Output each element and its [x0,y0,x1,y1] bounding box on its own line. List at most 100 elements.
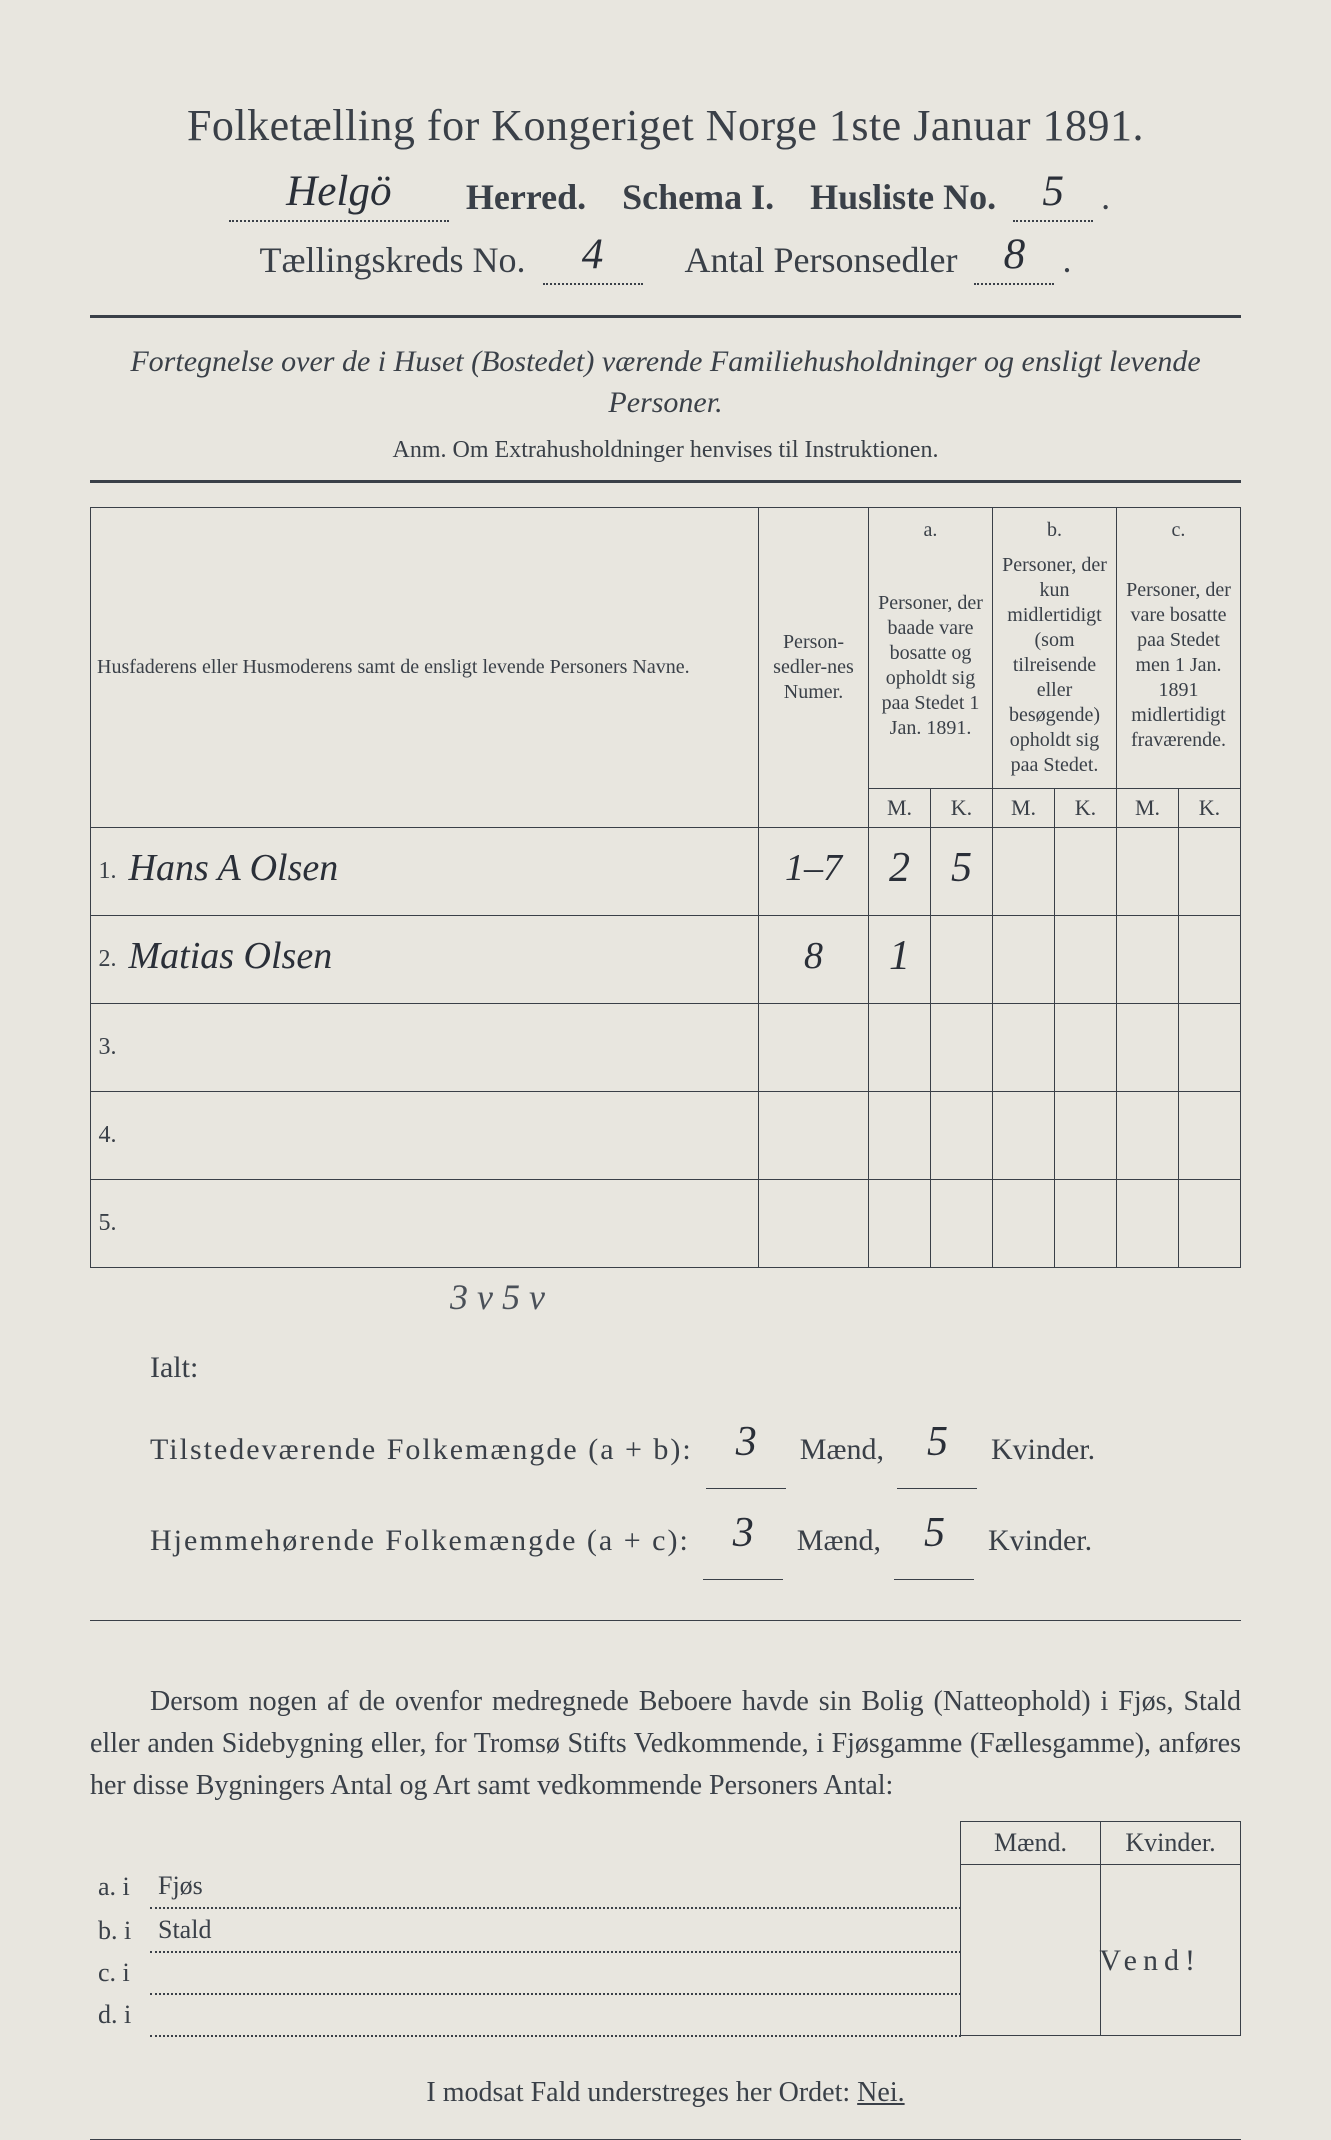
modsat-line: I modsat Fald understreges her Ordet: Ne… [90,2077,1241,2109]
byg-row: d. i [90,1994,1241,2036]
col-c-m: M. [1117,789,1179,828]
maend-label: Mænd, [800,1433,884,1466]
herred-line: Helgö Herred. Schema I. Husliste No. 5. [90,171,1241,222]
tilstede-label: Tilstedeværende Folkemængde (a + b): [150,1433,693,1466]
hjemme-row: Hjemmehørende Folkemængde (a + c): 3 Mæn… [150,1495,1241,1580]
tilstede-row: Tilstedeværende Folkemængde (a + b): 3 M… [150,1404,1241,1489]
tilstede-k: 5 [927,1400,948,1484]
col-a-label: a. [869,508,993,544]
byg-label: a. i [90,1865,150,1908]
buildings-table: Mænd. Kvinder. a. i Fjøs b. i Stald c. i… [90,1821,1241,2037]
rule [90,2139,1241,2140]
col-b-label: b. [993,508,1117,544]
row-numer: 8 [804,934,823,978]
byg-row: b. i Stald [90,1908,1241,1952]
col-c-label: c. [1117,508,1241,544]
row-num: 3. [91,1004,121,1092]
form-title: Folketælling for Kongeriget Norge 1ste J… [90,100,1241,151]
row-num: 1. [91,828,121,916]
cell [869,1004,931,1092]
cell [993,1180,1055,1268]
cell [1179,1004,1241,1092]
byg-label: b. i [90,1908,150,1952]
byg-label: c. i [90,1952,150,1994]
rule [90,315,1241,318]
rule [90,480,1241,483]
cell [993,1004,1055,1092]
kvinder-label: Kvinder. [991,1433,1095,1466]
row-numer [759,1004,869,1092]
antal-value: 8 [1004,230,1026,279]
table-row: 3. [91,1004,1241,1092]
row-name: Hans A Olsen [129,846,339,890]
table-row: 4. [91,1092,1241,1180]
byg-kvinder-head: Kvinder. [1101,1822,1241,1865]
cell [1117,1092,1179,1180]
table-row: 2. Matias Olsen 8 1 [91,916,1241,1004]
col-a-k: K. [931,789,993,828]
hjemme-k: 5 [924,1491,945,1575]
cell [869,1180,931,1268]
cell: 2 [889,844,910,892]
hjemme-label: Hjemmehørende Folkemængde (a + c): [150,1524,690,1557]
husliste-value: 5 [1042,167,1064,216]
fortegnelse: Fortegnelse over de i Huset (Bostedet) v… [90,342,1241,423]
cell [931,1092,993,1180]
cell [1055,1004,1117,1092]
cell [931,1180,993,1268]
census-form: Folketælling for Kongeriget Norge 1ste J… [90,100,1241,1988]
kreds-label: Tællingskreds No. [260,240,526,280]
row-num: 4. [91,1092,121,1180]
ialt-label: Ialt: [150,1338,1241,1398]
cell [1179,1092,1241,1180]
nei-value: Nei. [857,2077,904,2108]
cell: 1 [889,932,910,980]
byg-cell [961,1994,1101,2036]
dersom-text: Dersom nogen af de ovenfor medregnede Be… [90,1681,1241,1807]
byg-row: a. i Fjøs [90,1865,1241,1908]
modsat-text: I modsat Fald understreges her Ordet: [426,2077,850,2108]
byg-cell [1101,1865,1241,1908]
antal-label: Antal Personsedler [685,240,958,280]
cell [1117,1004,1179,1092]
byg-maend-head: Mænd. [961,1822,1101,1865]
dersom-paragraph: Dersom nogen af de ovenfor medregnede Be… [90,1681,1241,1807]
herred-label: Herred. [466,177,586,217]
row-name: Matias Olsen [129,934,333,978]
ialt-tally: 3 v 5 v [450,1276,1241,1318]
row-num: 2. [91,916,121,1004]
byg-name: Stald [158,1915,211,1944]
schema-label: Schema I. [622,177,774,217]
byg-cell [961,1952,1101,1994]
cell [993,1092,1055,1180]
table-row: 1. Hans A Olsen 1–7 2 5 [91,828,1241,916]
col-a-m: M. [869,789,931,828]
kreds-line: Tællingskreds No. 4 Antal Personsedler 8… [90,234,1241,285]
cell [1055,1180,1117,1268]
table-row: 5. [91,1180,1241,1268]
byg-cell [961,1865,1101,1908]
byg-row: c. i [90,1952,1241,1994]
totals-block: Ialt: Tilstedeværende Folkemængde (a + b… [150,1338,1241,1580]
herred-value: Helgö [286,167,392,216]
byg-label: d. i [90,1994,150,2036]
row-num: 5. [91,1180,121,1268]
household-table: Husfaderens eller Husmoderens samt de en… [90,507,1241,1268]
byg-cell [961,1908,1101,1952]
col-b-k: K. [1055,789,1117,828]
col-c-k: K. [1179,789,1241,828]
byg-name: Fjøs [158,1871,203,1900]
maend-label: Mænd, [797,1524,881,1557]
kvinder-label: Kvinder. [988,1524,1092,1557]
tilstede-m: 3 [736,1400,757,1484]
col-b: Personer, der kun midlertidigt (som tilr… [993,543,1117,789]
hjemme-m: 3 [733,1491,754,1575]
col-name: Husfaderens eller Husmoderens samt de en… [91,508,759,828]
byg-cell [1101,1994,1241,2036]
row-numer [759,1180,869,1268]
row-numer [759,1092,869,1180]
col-b-m: M. [993,789,1055,828]
rule [90,1620,1241,1621]
cell [1055,1092,1117,1180]
col-numer: Person-sedler-nes Numer. [759,508,869,828]
